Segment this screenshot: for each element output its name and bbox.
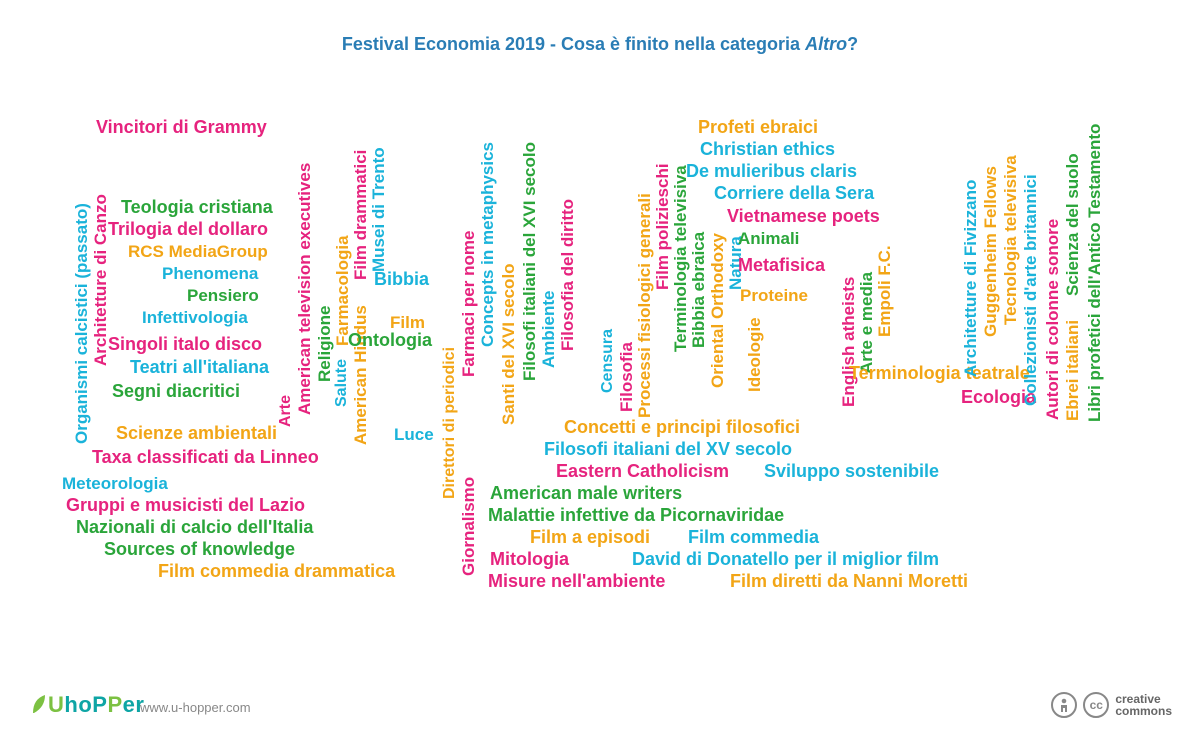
word: Film polizieschi (654, 163, 671, 290)
word: Film commedia (688, 528, 819, 546)
word: Vincitori di Grammy (96, 118, 267, 136)
word: Santi del XVI secolo (500, 263, 517, 425)
word: Arte e media (858, 272, 875, 374)
word: Segni diacritici (112, 382, 240, 400)
word: Filosofia (618, 342, 635, 412)
word: Proteine (740, 287, 808, 304)
word: Guggenheim Fellows (982, 166, 999, 337)
word: Concetti e principi filosofici (564, 418, 800, 436)
word: Nazionali di calcio dell'Italia (76, 518, 313, 536)
word: Infettivologia (142, 309, 248, 326)
word: Filosofi italiani del XVI secolo (521, 142, 538, 381)
word: Film diretti da Nanni Moretti (730, 572, 968, 590)
word: Giornalismo (460, 477, 477, 576)
word: Musei di Trento (370, 147, 387, 272)
word: Misure nell'ambiente (488, 572, 665, 590)
word: Vietnamese poets (727, 207, 880, 225)
word: Concepts in metaphysics (479, 142, 496, 347)
word: Gruppi e musicisti del Lazio (66, 496, 305, 514)
word: RCS MediaGroup (128, 243, 268, 260)
word: Eastern Catholicism (556, 462, 729, 480)
word: Christian ethics (700, 140, 835, 158)
word: Meteorologia (62, 475, 168, 492)
word: Sources of knowledge (104, 540, 295, 558)
word: Bibbia ebraica (690, 232, 707, 348)
word: Libri profetici dell'Antico Testamento (1086, 124, 1103, 422)
word: Corriere della Sera (714, 184, 874, 202)
word: Profeti ebraici (698, 118, 818, 136)
word: Farmaci per nome (460, 231, 477, 377)
license-badges: cc creative commons (1051, 692, 1172, 718)
footer: UhoPPer www.u-hopper.com cc creative com… (0, 678, 1200, 718)
word: Architetture di Canzo (92, 194, 109, 366)
word: Censura (600, 329, 616, 393)
word: Empoli F.C. (876, 245, 893, 337)
logo-leaf-icon (30, 693, 48, 715)
word: Bibbia (374, 270, 429, 288)
word: Taxa classificati da Linneo (92, 448, 319, 466)
word: Pensiero (187, 287, 259, 304)
word: Filosofia del diritto (559, 199, 576, 351)
word: Scienza del suolo (1064, 153, 1081, 296)
word: Oriental Orthodoxy (709, 233, 726, 388)
wordcloud-canvas: Festival Economia 2019 - Cosa è finito n… (0, 0, 1200, 740)
word: Phenomena (162, 265, 258, 282)
title-italic: Altro (805, 34, 847, 54)
attribution-icon (1051, 692, 1077, 718)
word: Processi fisiologici generali (636, 193, 653, 418)
word: Teologia cristiana (121, 198, 273, 216)
word: Ideologie (746, 317, 763, 392)
word: Collezionisti d'arte britannici (1022, 174, 1039, 406)
word: Direttori di periodici (442, 347, 458, 499)
site-url: www.u-hopper.com (140, 700, 251, 715)
word: De mulieribus claris (686, 162, 857, 180)
word: American Hindus (352, 305, 369, 445)
cc-text: creative commons (1115, 693, 1172, 717)
word: Tecnologia televisiva (1002, 155, 1019, 325)
word: Singoli italo disco (108, 335, 262, 353)
word: Luce (394, 426, 434, 443)
word: Malattie infettive da Picornaviridae (488, 506, 784, 524)
word: Religione (316, 305, 333, 382)
word: Autori di colonne sonore (1044, 219, 1061, 420)
word: Terminologia teatrale (849, 364, 1030, 382)
page-title: Festival Economia 2019 - Cosa è finito n… (0, 34, 1200, 55)
uhopper-logo: UhoPPer (30, 692, 144, 718)
word: American male writers (490, 484, 682, 502)
word: Terminologia televisiva (672, 165, 689, 352)
word: Film commedia drammatica (158, 562, 395, 580)
word: Ontologia (348, 331, 432, 349)
word: Film a episodi (530, 528, 650, 546)
word: Trilogia del dollaro (108, 220, 268, 238)
word: Architetture di Fivizzano (962, 180, 979, 377)
word: Animali (738, 230, 799, 247)
word: Sviluppo sostenibile (764, 462, 939, 480)
word: Mitologia (490, 550, 569, 568)
word: American television executives (296, 163, 313, 415)
title-suffix: ? (847, 34, 858, 54)
word: Salute (334, 359, 350, 407)
word: Arte (278, 395, 294, 427)
word: Film drammatici (352, 150, 369, 280)
word: Metafisica (738, 256, 825, 274)
title-prefix: Festival Economia 2019 - Cosa è finito n… (342, 34, 805, 54)
word: Teatri all'italiana (130, 358, 269, 376)
word: Scienze ambientali (116, 424, 277, 442)
cc-icon: cc (1083, 692, 1109, 718)
word: Film (390, 314, 425, 331)
word: Ebrei italiani (1064, 320, 1081, 421)
word: Organismi calcistici (passato) (73, 203, 90, 444)
word: David di Donatello per il miglior film (632, 550, 939, 568)
word: Ambiente (540, 291, 557, 368)
word: English atheists (840, 277, 857, 407)
word: Filosofi italiani del XV secolo (544, 440, 792, 458)
